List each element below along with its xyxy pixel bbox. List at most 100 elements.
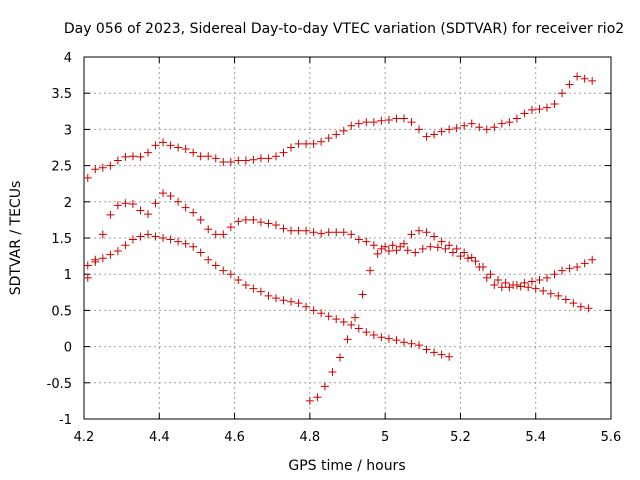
data-point (381, 242, 390, 251)
data-point (550, 270, 559, 279)
data-point (226, 270, 235, 279)
series-satellite-b (83, 189, 597, 292)
data-point (98, 254, 107, 263)
data-point (166, 192, 175, 201)
data-point (249, 284, 258, 293)
data-point (143, 148, 152, 157)
data-point (317, 309, 326, 318)
data-point (294, 226, 303, 235)
data-point (256, 218, 265, 227)
x-tick-label: 5.2 (450, 430, 471, 445)
data-point (384, 334, 393, 343)
data-point (347, 230, 356, 239)
data-point (159, 234, 168, 242)
plot-frame (83, 56, 612, 420)
data-point (362, 118, 371, 127)
data-point (505, 118, 514, 127)
series-satellite-d (305, 241, 593, 405)
data-point (339, 317, 348, 326)
grid-layer (84, 57, 611, 419)
data-point (366, 266, 375, 275)
data-point (332, 130, 341, 139)
data-point (113, 201, 122, 210)
y-tick-label: 3.5 (51, 87, 72, 102)
series-satellite-c (83, 230, 454, 361)
data-point (456, 252, 465, 261)
data-point (588, 76, 597, 85)
data-point (347, 320, 356, 329)
data-point (392, 246, 401, 255)
data-point (437, 237, 446, 246)
data-point (392, 114, 401, 123)
data-point (189, 208, 198, 217)
data-point (320, 382, 329, 391)
x-tick-label: 4.2 (74, 430, 95, 445)
data-point (407, 230, 416, 239)
data-point (313, 393, 322, 402)
data-point (543, 273, 552, 282)
data-point (437, 350, 446, 359)
data-point (354, 324, 363, 333)
data-point (211, 154, 220, 163)
data-point (196, 152, 205, 161)
data-point (415, 226, 424, 235)
data-point (83, 173, 92, 182)
data-point (546, 289, 555, 298)
data-point (136, 152, 145, 161)
data-point (143, 210, 152, 219)
data-point (415, 125, 424, 134)
data-point (362, 237, 371, 246)
data-point (369, 241, 378, 250)
data-point (234, 275, 243, 284)
data-point (256, 154, 265, 163)
data-point (426, 242, 435, 251)
data-point (264, 291, 273, 300)
data-point (309, 306, 318, 315)
data-point (467, 253, 476, 262)
data-point (309, 139, 318, 148)
data-point (113, 247, 122, 256)
data-point (121, 199, 130, 208)
data-point (369, 118, 378, 127)
data-point (279, 224, 288, 233)
data-point (317, 229, 326, 238)
data-point (418, 244, 427, 253)
data-point (415, 341, 424, 350)
data-point (302, 139, 311, 148)
data-point (399, 338, 408, 347)
data-point (128, 199, 137, 208)
data-point (520, 109, 529, 118)
data-point (332, 228, 341, 237)
data-point (407, 339, 416, 348)
data-marks (83, 72, 597, 405)
data-point (204, 255, 213, 264)
x-axis-label: GPS time / hours (288, 458, 405, 474)
data-point (159, 138, 168, 147)
data-point (264, 219, 273, 228)
data-point (377, 244, 386, 253)
y-tick-label: 1 (64, 268, 72, 283)
data-point (181, 239, 190, 248)
data-point (351, 313, 360, 322)
data-point (151, 199, 160, 208)
data-point (535, 275, 544, 284)
data-point (83, 261, 92, 270)
data-point (565, 264, 574, 273)
data-point (136, 206, 145, 215)
data-point (512, 114, 521, 123)
data-point (516, 282, 525, 291)
data-point (335, 353, 344, 362)
data-point (121, 241, 130, 250)
data-point (226, 223, 235, 232)
data-point (573, 262, 582, 271)
data-point (588, 255, 597, 264)
data-point (565, 80, 574, 89)
data-point (159, 189, 168, 198)
data-point (204, 225, 213, 234)
data-point (543, 103, 552, 112)
data-point (279, 148, 288, 157)
data-point (479, 262, 488, 271)
y-tick-label: -0.5 (47, 377, 72, 392)
data-point (520, 278, 529, 287)
data-point (509, 281, 518, 290)
